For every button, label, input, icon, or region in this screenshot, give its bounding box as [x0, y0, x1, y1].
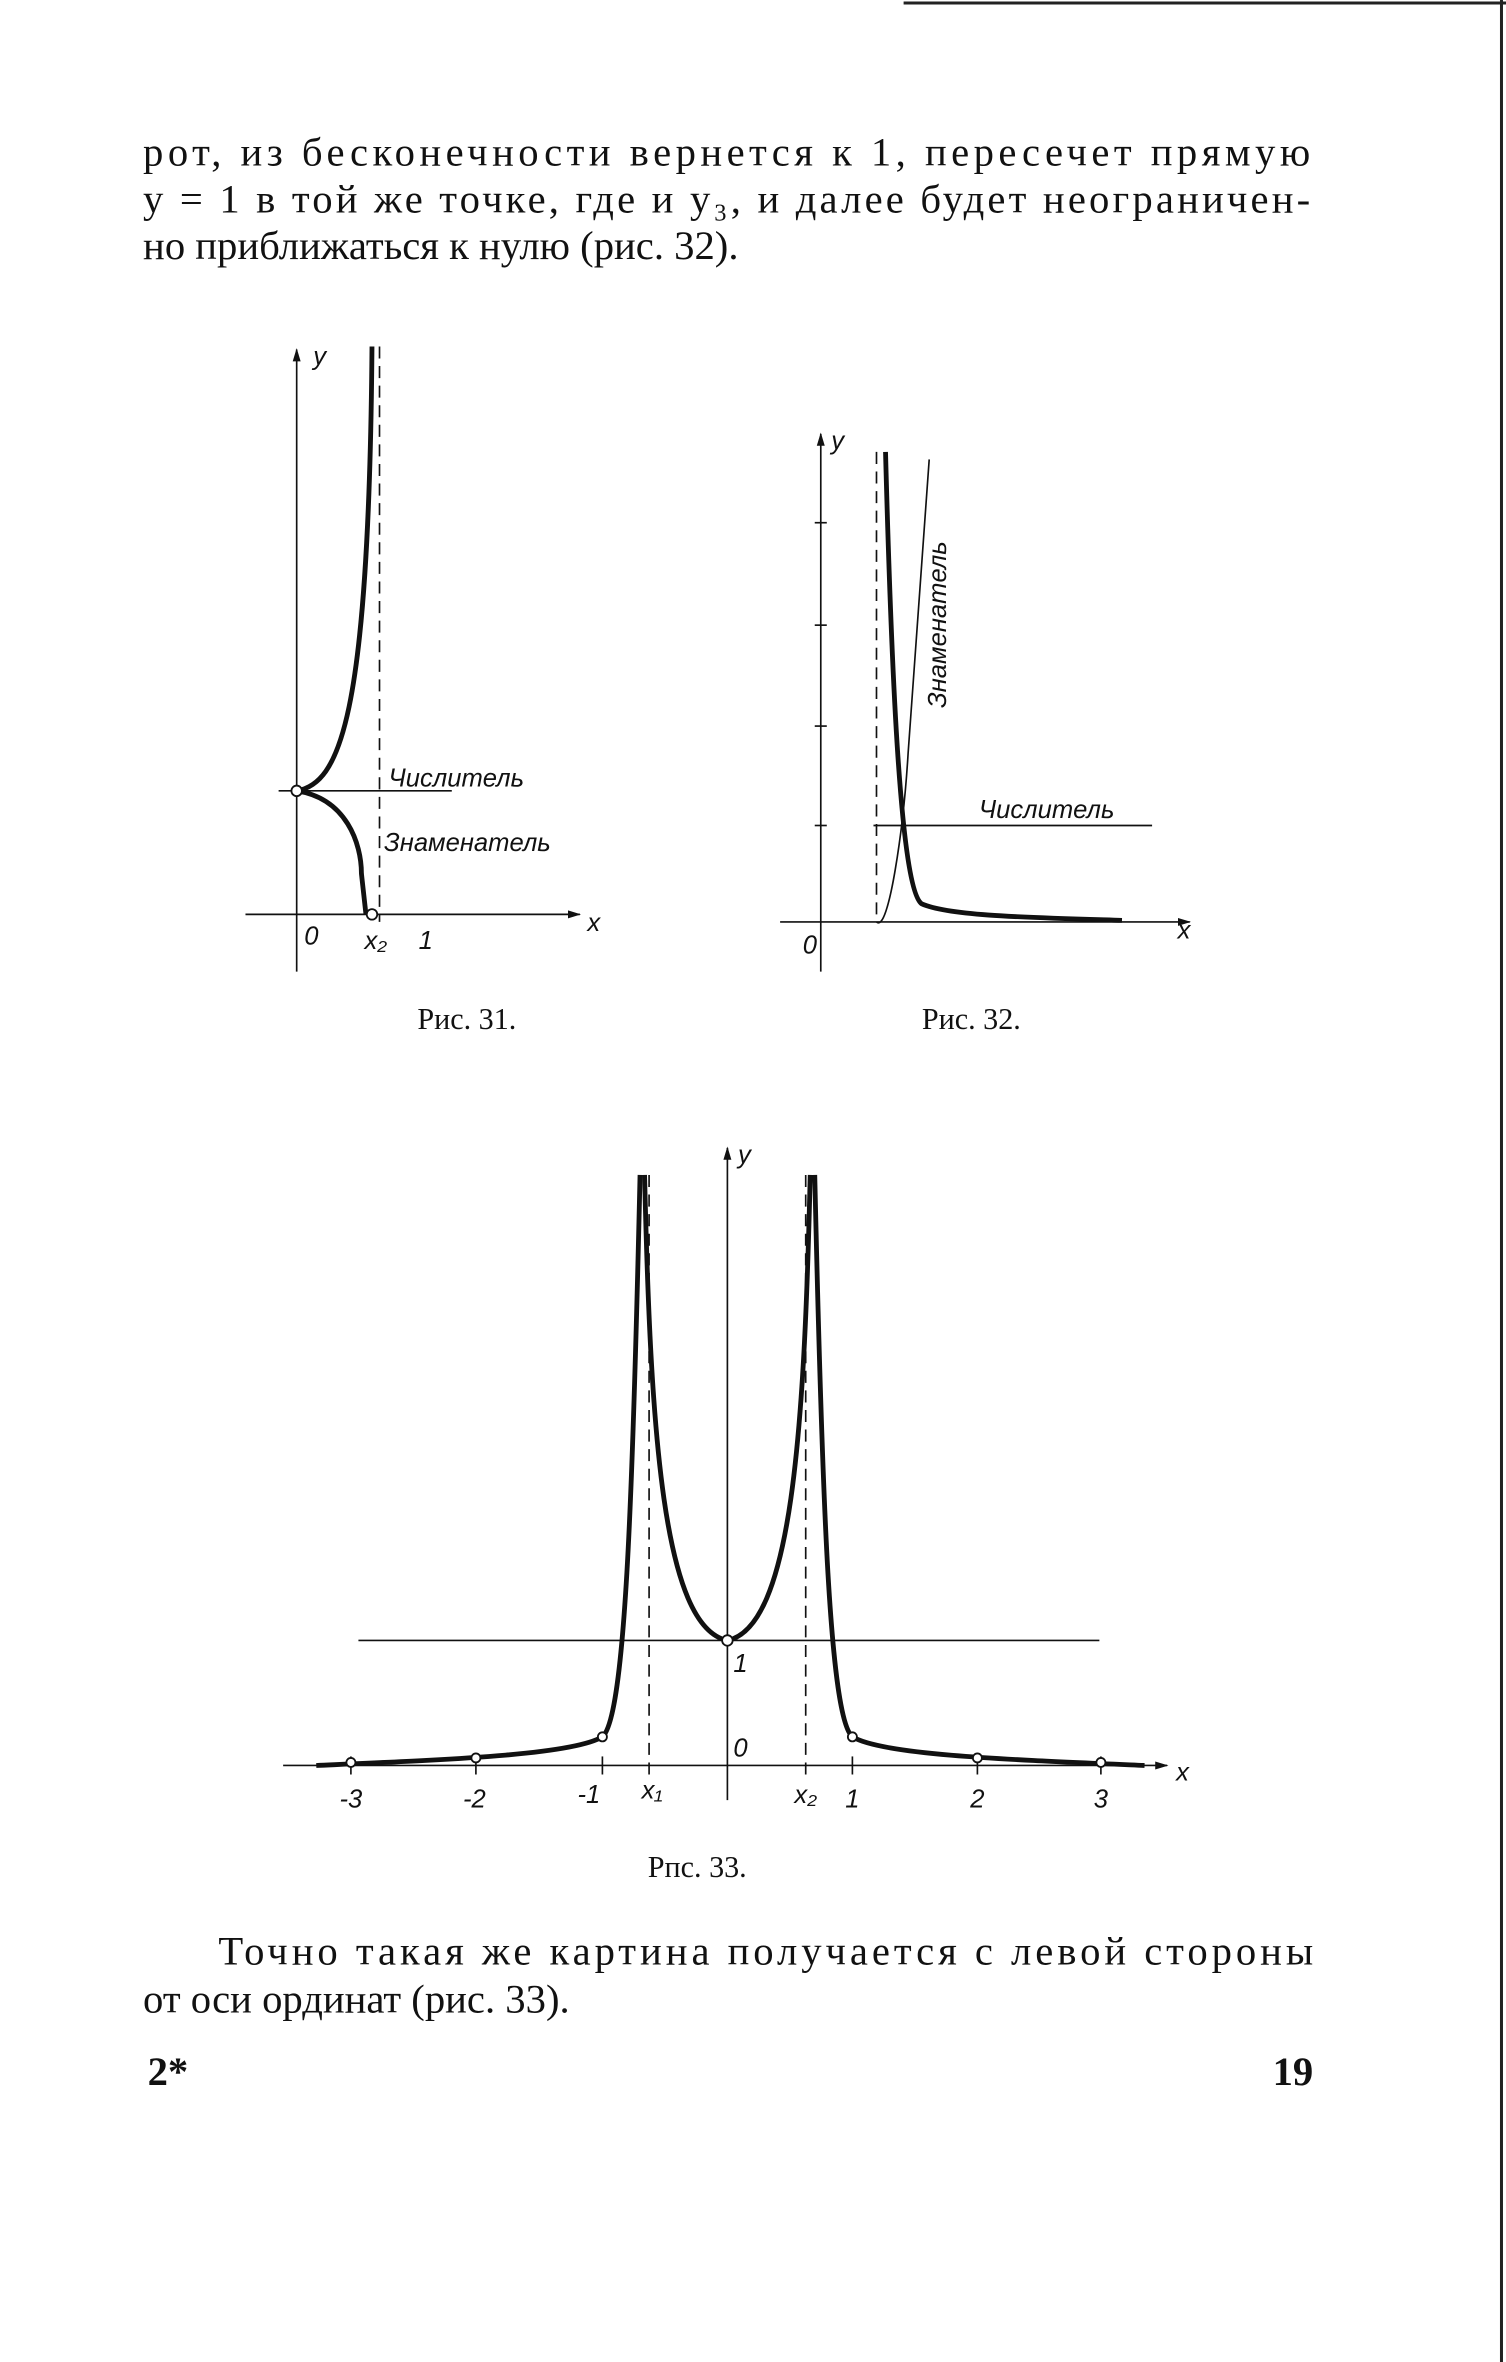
curve: [875, 459, 931, 924]
text-line: Точно такая же картина получается с лево…: [218, 1928, 1313, 1973]
text-line: рот, из бесконечности вернется к 1, пере…: [143, 130, 1310, 175]
text-line: но приближаться к нулю (рис. 32).: [143, 223, 738, 268]
label: x: [585, 909, 601, 937]
points: [345, 1634, 1107, 1768]
caption: Рис. 32.: [922, 1002, 1021, 1036]
curve: [296, 346, 375, 794]
figure: y Числитель Знаменатель 0 x₂ 1 x Рис. 31…: [245, 343, 601, 1036]
label: Числитель: [389, 764, 525, 792]
text-line: от оси ординат (рис. 33).: [143, 1977, 570, 2022]
label: 1: [845, 1786, 859, 1814]
ticks: [814, 521, 827, 827]
label: x: [1174, 1759, 1190, 1787]
label: 0: [803, 932, 818, 960]
paragraph: рот, из бесконечности вернется к 1, пере…: [143, 130, 1310, 268]
label: 0: [304, 922, 319, 950]
caption: Рис. 31.: [417, 1002, 516, 1036]
label: y: [736, 1141, 753, 1169]
label: Числитель: [979, 796, 1115, 824]
caption: Рпс. 33.: [648, 1850, 747, 1884]
label: y: [829, 427, 846, 455]
label: 1: [733, 1650, 747, 1678]
label: -1: [577, 1781, 600, 1809]
label: 2: [969, 1786, 984, 1814]
label: 1: [419, 927, 433, 955]
label: Знаменатель: [924, 541, 952, 708]
figure: y Знаменатель Числитель 0 x Рис. 32.: [780, 427, 1192, 1036]
label: x₂: [792, 1781, 817, 1809]
label: Знаменатель: [384, 829, 551, 857]
label: x: [1176, 916, 1192, 944]
text-line: y = 1 в той же точке, где и y₃, и далее …: [143, 176, 1310, 221]
figure: y 1 0 -3 -2 -1 x₁ x₂ 1 2 3 x Рпс. 33.: [283, 1141, 1190, 1884]
label: 0: [733, 1734, 748, 1762]
curve: [316, 1174, 643, 1768]
page-number: 19: [1273, 2049, 1314, 2094]
point: [365, 908, 379, 921]
label: x₂: [362, 927, 387, 955]
label: -3: [340, 1786, 364, 1814]
curve: [296, 788, 369, 915]
label: y: [311, 343, 328, 371]
curve: [812, 1174, 1145, 1768]
label: x₁: [640, 1777, 663, 1805]
point: [290, 784, 303, 798]
curve: [883, 451, 1123, 923]
signature: 2*: [148, 2049, 189, 2094]
paragraph: Точно такая же картина получается с лево…: [143, 1928, 1313, 2021]
label: 3: [1094, 1786, 1109, 1814]
label: -2: [463, 1786, 486, 1814]
